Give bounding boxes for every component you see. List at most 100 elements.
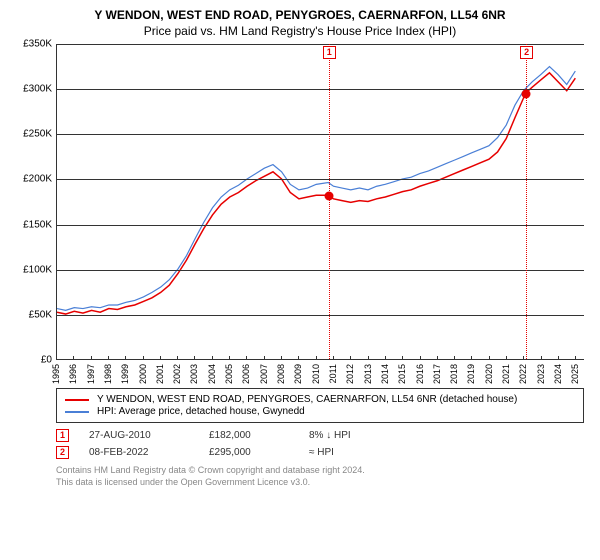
x-tick-mark <box>420 356 421 360</box>
x-tick-mark <box>368 356 369 360</box>
x-tick-label: 2005 <box>224 364 234 384</box>
gridline-h <box>57 315 584 316</box>
x-tick-mark <box>350 356 351 360</box>
x-tick-label: 1997 <box>86 364 96 384</box>
x-tick-label: 2022 <box>518 364 528 384</box>
record-price: £295,000 <box>209 447 289 458</box>
x-tick-label: 2021 <box>501 364 511 384</box>
marker-badge-2: 2 <box>520 46 533 59</box>
gridline-h <box>57 225 584 226</box>
x-tick-label: 2025 <box>570 364 580 384</box>
legend-item: Y WENDON, WEST END ROAD, PENYGROES, CAER… <box>65 394 575 405</box>
x-tick-label: 2004 <box>207 364 217 384</box>
x-tick-label: 2017 <box>432 364 442 384</box>
x-tick-label: 1998 <box>103 364 113 384</box>
gridline-h <box>57 44 584 45</box>
x-tick-mark <box>108 356 109 360</box>
x-tick-label: 2013 <box>363 364 373 384</box>
x-tick-label: 2023 <box>536 364 546 384</box>
line-series-svg <box>57 44 584 359</box>
x-axis: 1995199619971998199920002001200220032004… <box>56 360 584 384</box>
x-tick-mark <box>437 356 438 360</box>
record-row: 1 27-AUG-2010 £182,000 8% ↓ HPI <box>56 429 588 442</box>
marker-badge-1: 1 <box>323 46 336 59</box>
x-tick-mark <box>281 356 282 360</box>
y-tick-label: £300K <box>23 84 52 95</box>
gridline-h <box>57 270 584 271</box>
y-tick-label: £50K <box>29 309 52 320</box>
x-tick-mark <box>541 356 542 360</box>
legend-item: HPI: Average price, detached house, Gwyn… <box>65 406 575 417</box>
series-hpi <box>57 67 575 311</box>
x-tick-mark <box>264 356 265 360</box>
x-tick-label: 2008 <box>276 364 286 384</box>
x-tick-mark <box>229 356 230 360</box>
x-tick-mark <box>506 356 507 360</box>
x-tick-label: 2015 <box>397 364 407 384</box>
marker-dot-1 <box>324 191 333 200</box>
x-tick-label: 2010 <box>311 364 321 384</box>
y-tick-label: £200K <box>23 174 52 185</box>
marker-dot-2 <box>522 89 531 98</box>
marker-line-1 <box>329 44 330 359</box>
series-property <box>57 73 575 314</box>
x-tick-label: 2003 <box>189 364 199 384</box>
footer-attribution: Contains HM Land Registry data © Crown c… <box>56 465 588 488</box>
x-tick-label: 2001 <box>155 364 165 384</box>
y-tick-label: £150K <box>23 219 52 230</box>
legend-swatch <box>65 411 89 413</box>
x-tick-label: 2011 <box>328 364 338 383</box>
price-records: 1 27-AUG-2010 £182,000 8% ↓ HPI 2 08-FEB-2022… <box>56 429 588 459</box>
x-tick-mark <box>298 356 299 360</box>
x-tick-label: 2006 <box>241 364 251 384</box>
legend-label: Y WENDON, WEST END ROAD, PENYGROES, CAER… <box>97 394 517 405</box>
x-tick-mark <box>333 356 334 360</box>
x-tick-mark <box>454 356 455 360</box>
x-tick-mark <box>125 356 126 360</box>
x-tick-mark <box>56 356 57 360</box>
x-tick-mark <box>160 356 161 360</box>
chart-subtitle: Price paid vs. HM Land Registry's House … <box>12 24 588 38</box>
legend-label: HPI: Average price, detached house, Gwyn… <box>97 406 305 417</box>
record-price: £182,000 <box>209 430 289 441</box>
x-tick-mark <box>91 356 92 360</box>
x-tick-label: 1995 <box>51 364 61 384</box>
x-tick-mark <box>143 356 144 360</box>
x-tick-mark <box>246 356 247 360</box>
y-tick-label: £250K <box>23 129 52 140</box>
x-tick-mark <box>523 356 524 360</box>
x-tick-mark <box>385 356 386 360</box>
x-tick-mark <box>575 356 576 360</box>
x-tick-label: 2024 <box>553 364 563 384</box>
gridline-h <box>57 134 584 135</box>
x-tick-label: 2002 <box>172 364 182 384</box>
x-tick-label: 2000 <box>138 364 148 384</box>
footer-line-1: Contains HM Land Registry data © Crown c… <box>56 465 588 477</box>
x-tick-label: 2014 <box>380 364 390 384</box>
x-tick-label: 2016 <box>415 364 425 384</box>
chart-area: £0£50K£100K£150K£200K£250K£300K£350K 12 … <box>12 44 588 384</box>
x-tick-label: 1996 <box>68 364 78 384</box>
x-tick-label: 2019 <box>466 364 476 384</box>
record-date: 08-FEB-2022 <box>89 447 189 458</box>
record-row: 2 08-FEB-2022 £295,000 ≈ HPI <box>56 446 588 459</box>
x-tick-mark <box>316 356 317 360</box>
legend: Y WENDON, WEST END ROAD, PENYGROES, CAER… <box>56 388 584 423</box>
x-tick-mark <box>212 356 213 360</box>
gridline-h <box>57 179 584 180</box>
x-tick-label: 2012 <box>345 364 355 384</box>
x-tick-mark <box>73 356 74 360</box>
x-tick-label: 1999 <box>120 364 130 384</box>
record-marker-2: 2 <box>56 446 69 459</box>
record-marker-1: 1 <box>56 429 69 442</box>
x-tick-mark <box>194 356 195 360</box>
legend-swatch <box>65 399 89 401</box>
record-date: 27-AUG-2010 <box>89 430 189 441</box>
record-vs-hpi: 8% ↓ HPI <box>309 430 389 441</box>
y-axis: £0£50K£100K£150K£200K£250K£300K£350K <box>12 44 56 360</box>
x-tick-mark <box>177 356 178 360</box>
x-tick-mark <box>489 356 490 360</box>
x-tick-mark <box>558 356 559 360</box>
record-vs-hpi: ≈ HPI <box>309 447 389 458</box>
x-tick-mark <box>471 356 472 360</box>
